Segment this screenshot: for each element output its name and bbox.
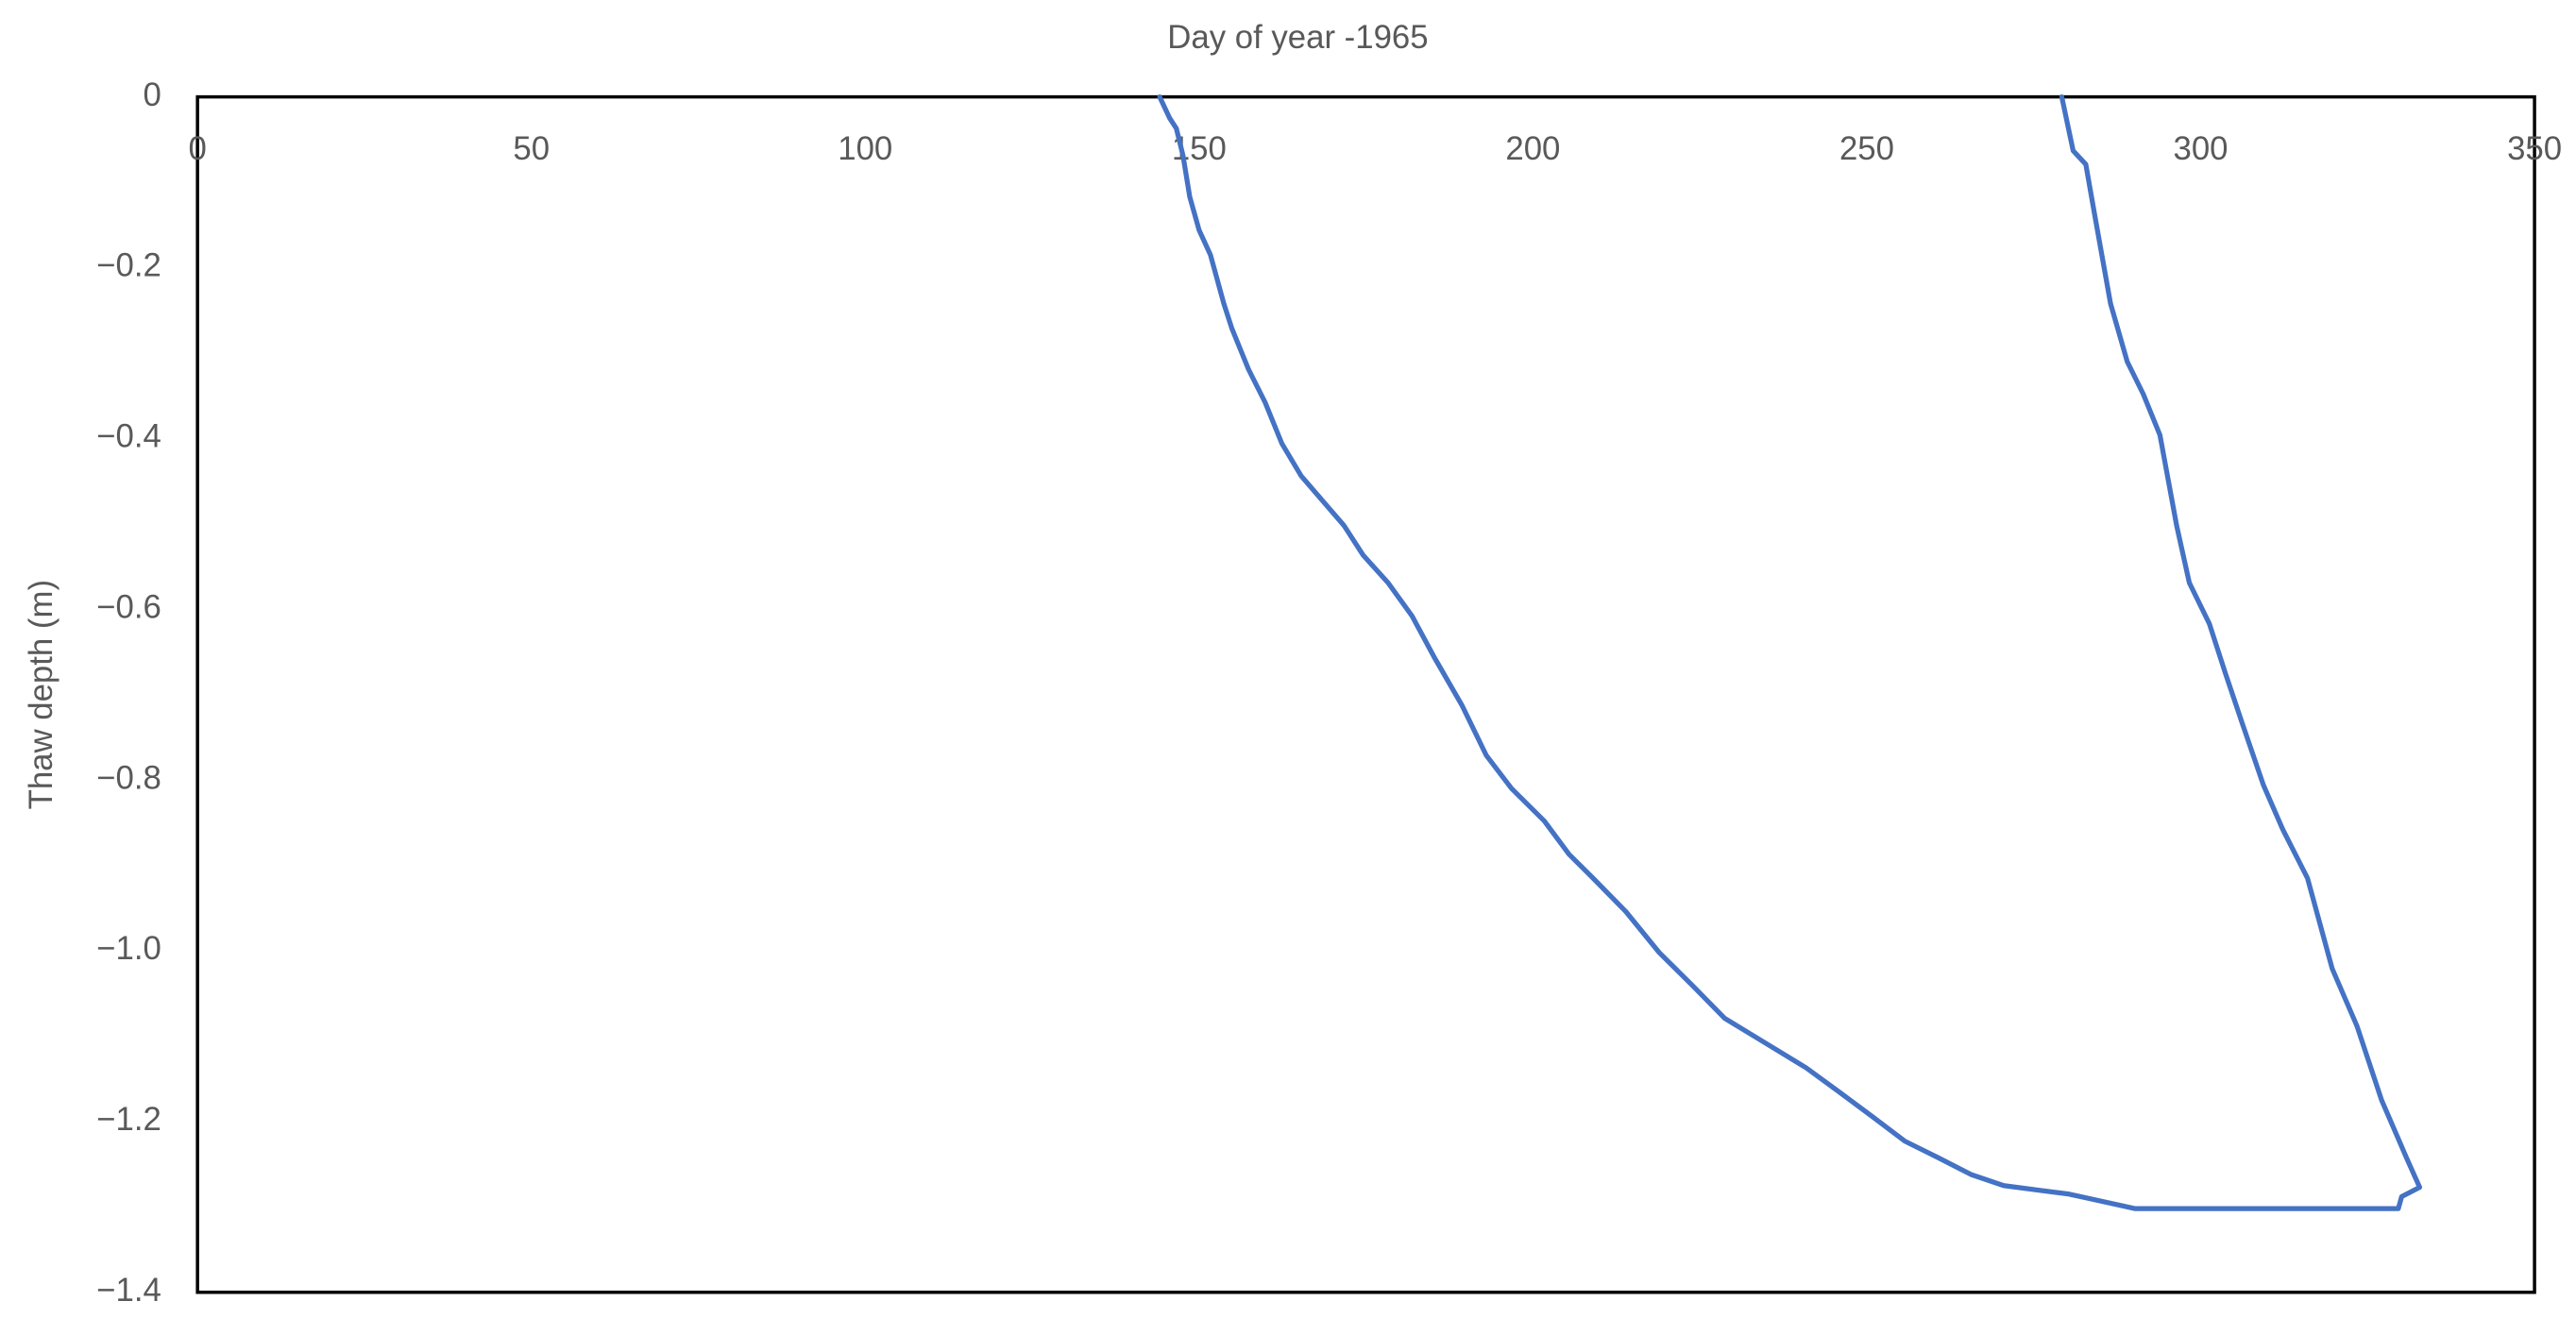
x-tick-label: 50 [513, 131, 550, 167]
x-tick-label: 300 [2174, 131, 2229, 167]
y-tick-label: −0.4 [96, 419, 161, 455]
y-tick-label: −0.2 [96, 248, 161, 284]
x-tick-label: 200 [1505, 131, 1560, 167]
x-tick-label: 350 [2507, 131, 2562, 167]
x-tick-label: 0 [188, 131, 206, 167]
y-tick-label: −1.2 [96, 1102, 161, 1138]
data-line [1157, 94, 2423, 1211]
y-tick-label: −0.8 [96, 760, 161, 796]
y-tick-label: −1.0 [96, 931, 161, 967]
y-axis-title: Thaw depth (m) [24, 580, 59, 809]
y-tick-label: 0 [144, 77, 161, 113]
x-tick-label: 250 [1839, 131, 1894, 167]
x-axis-title: Day of year -1965 [1167, 20, 1428, 56]
y-tick-label: −1.4 [96, 1273, 161, 1309]
x-tick-label: 100 [838, 131, 892, 167]
plot-frame [195, 94, 2536, 1294]
y-tick-label: −0.6 [96, 589, 161, 625]
